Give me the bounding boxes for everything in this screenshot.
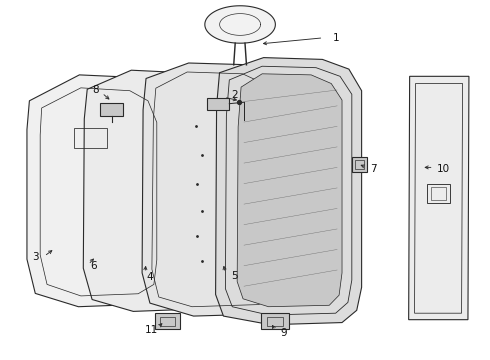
Polygon shape [83,70,221,311]
Text: 10: 10 [437,164,450,174]
Polygon shape [261,313,289,329]
Polygon shape [352,157,367,172]
Polygon shape [142,63,287,316]
Text: 6: 6 [90,261,97,271]
Text: 2: 2 [231,90,238,100]
Polygon shape [207,98,229,110]
Text: 7: 7 [370,164,377,174]
Polygon shape [205,6,275,43]
Text: 8: 8 [92,85,99,95]
Text: 3: 3 [32,252,39,262]
Text: 11: 11 [145,325,159,336]
Text: 9: 9 [280,328,287,338]
Polygon shape [237,74,342,307]
Polygon shape [100,103,123,116]
Text: 1: 1 [332,33,339,43]
Polygon shape [27,75,169,307]
Text: 5: 5 [231,271,238,282]
Polygon shape [216,58,362,325]
Polygon shape [155,313,180,329]
Text: 4: 4 [146,272,153,282]
Polygon shape [409,76,469,320]
